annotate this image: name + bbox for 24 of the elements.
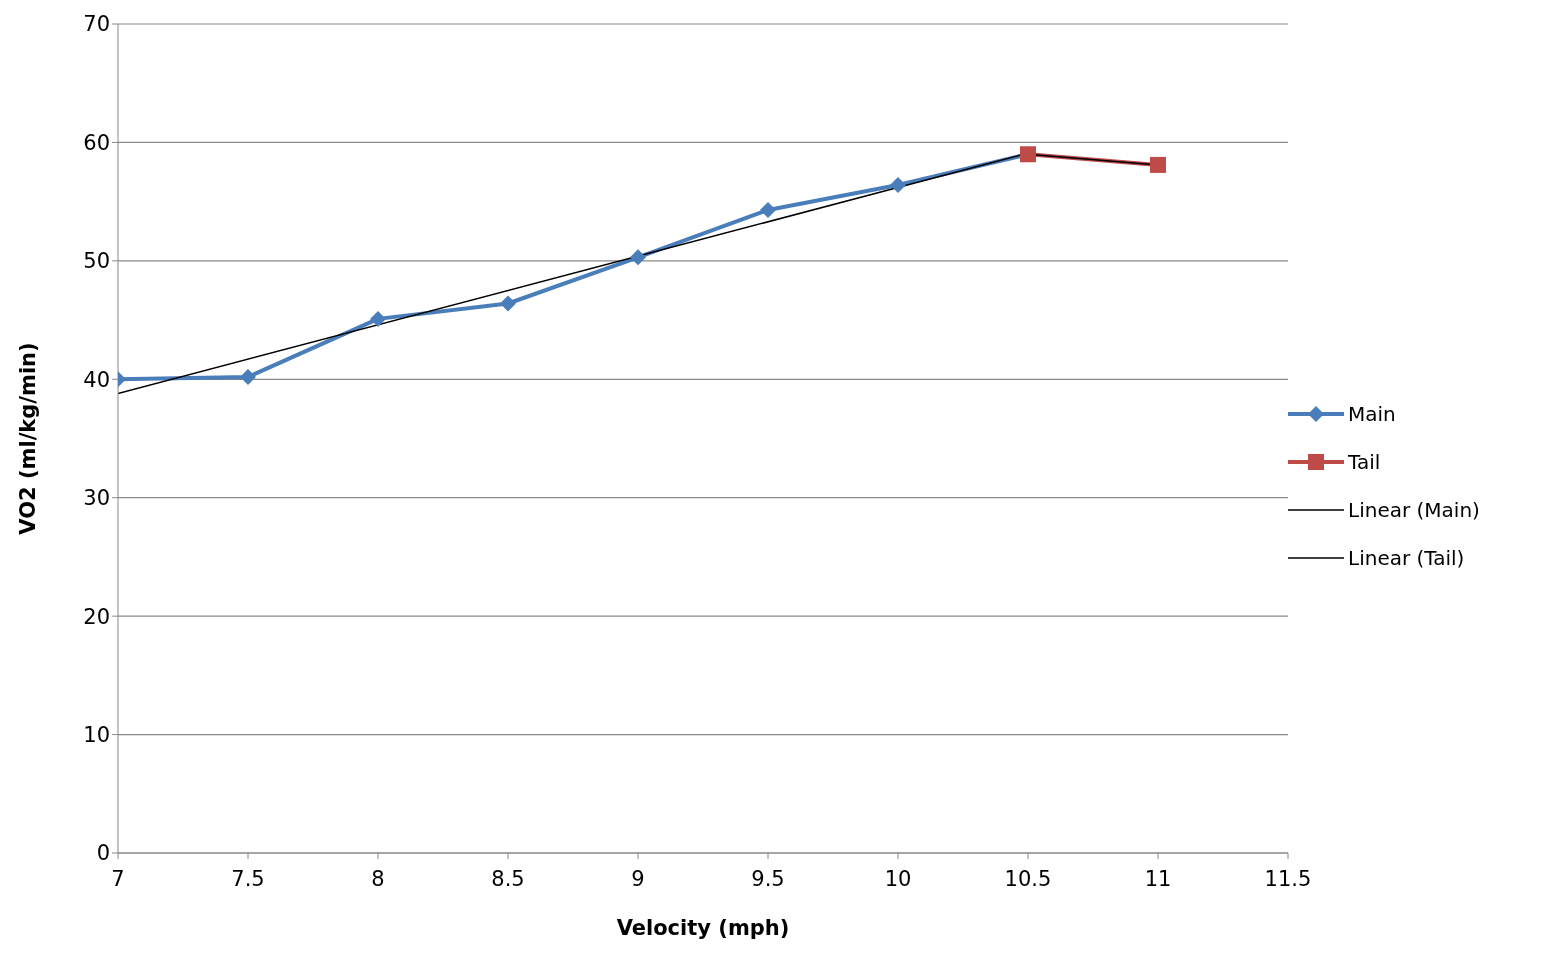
y-tick-label: 20 (83, 604, 110, 629)
x-tick-label: 9 (631, 866, 645, 891)
x-tick-label: 8 (371, 866, 385, 891)
x-tick-label: 10 (884, 866, 912, 891)
x-tick-label: 9.5 (751, 866, 785, 891)
y-tick-label: 40 (83, 367, 110, 392)
y-tick-label: 70 (83, 12, 110, 37)
legend-label: Tail (1348, 449, 1381, 474)
y-tick-label: 60 (83, 130, 110, 155)
y-axis-title: VO2 (ml/kg/min) (16, 342, 41, 535)
x-tick-label: 8.5 (491, 866, 525, 891)
y-tick-label: 50 (83, 249, 110, 274)
x-tick-label: 11 (1144, 866, 1172, 891)
legend-label: Main (1348, 401, 1396, 426)
x-tick-label: 7.5 (231, 866, 265, 891)
y-tick-label: 10 (83, 723, 110, 748)
legend-label: Linear (Main) (1348, 497, 1480, 522)
legend-label: Linear (Tail) (1348, 545, 1465, 570)
x-tick-label: 7 (111, 866, 125, 891)
x-tick-label: 11.5 (1264, 866, 1312, 891)
x-axis-title: Velocity (mph) (616, 916, 790, 940)
x-tick-label: 10.5 (1004, 866, 1052, 891)
y-tick-label: 0 (96, 841, 110, 866)
y-tick-label: 30 (83, 486, 110, 511)
